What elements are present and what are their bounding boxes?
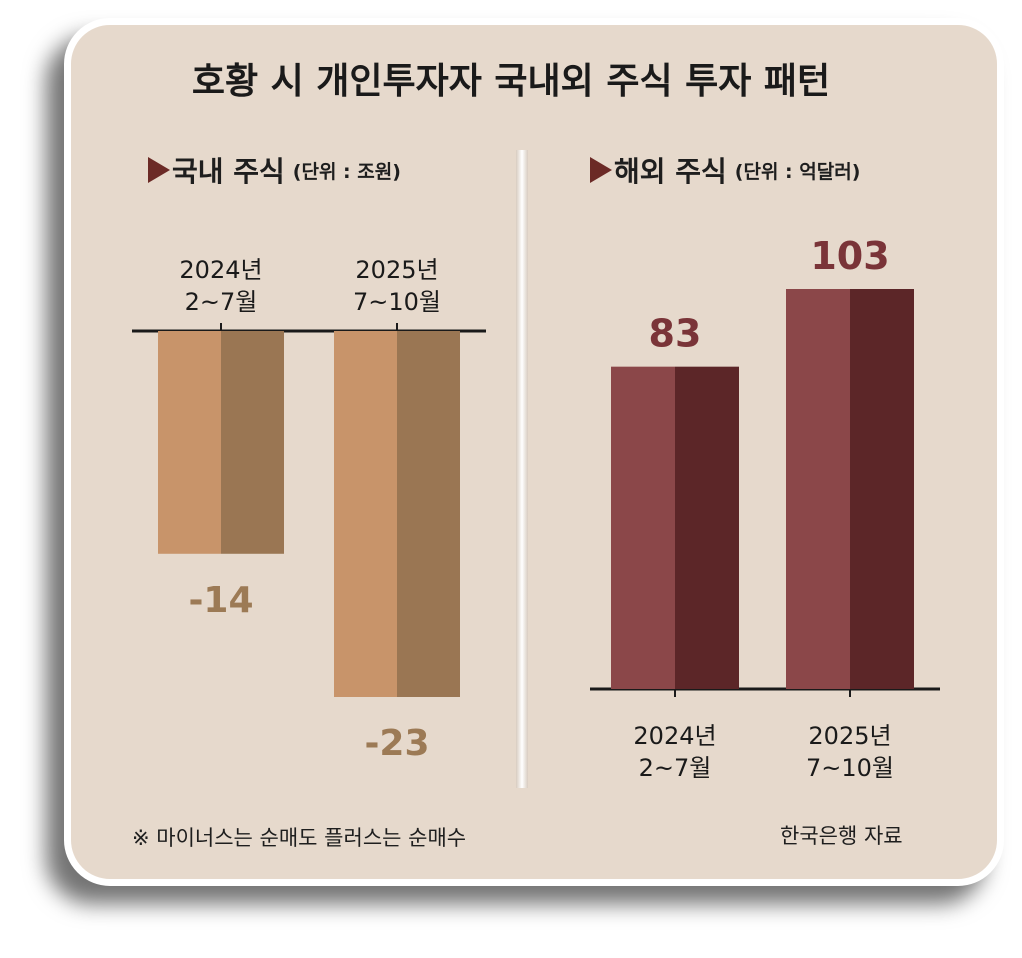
overseas-bar-1-side — [850, 289, 914, 689]
triangle-bullet-icon — [148, 157, 170, 183]
overseas-section-title: 해외 주식 — [614, 155, 727, 188]
domestic-category-label-1-line2: 7~10월 — [353, 288, 441, 316]
overseas-category-label-1-line2: 7~10월 — [806, 754, 894, 782]
overseas-section-header: 해외 주식 (단위 : 억달러) — [590, 150, 860, 190]
overseas-category-label-1-line1: 2025년 — [808, 722, 891, 750]
footnote: ※ 마이너스는 순매도 플러스는 순매수 — [132, 826, 467, 850]
domestic-section-title: 국내 주식 — [172, 155, 285, 188]
domestic-data-label-0: -14 — [188, 580, 253, 621]
overseas-data-label-1: 103 — [810, 234, 889, 278]
domestic-unit-label: (단위 : 조원) — [292, 160, 401, 183]
domestic-data-label-1: -23 — [364, 723, 429, 764]
domestic-bar-1-side — [397, 331, 460, 697]
domestic-section-header: 국내 주식 (단위 : 조원) — [148, 150, 401, 190]
domestic-category-label-1-line1: 2025년 — [355, 256, 438, 284]
domestic-bar-0-front — [158, 331, 221, 554]
section-divider — [516, 150, 528, 788]
domestic-bar-1-front — [334, 331, 397, 697]
domestic-bar-0-side — [221, 331, 284, 554]
overseas-bar-0-side — [675, 366, 739, 689]
domestic-category-label-0-line2: 2~7월 — [185, 288, 258, 316]
chart-title: 호황 시 개인투자자 국내외 주식 투자 패턴 — [191, 61, 831, 102]
overseas-bar-1-front — [786, 289, 850, 689]
overseas-data-label-0: 83 — [649, 312, 702, 356]
domestic-category-label-0-line1: 2024년 — [179, 256, 262, 284]
overseas-category-label-0-line2: 2~7월 — [639, 754, 712, 782]
overseas-unit-label: (단위 : 억달러) — [734, 160, 861, 183]
triangle-bullet-icon — [590, 157, 612, 183]
overseas-bar-0-front — [611, 366, 675, 689]
overseas-category-label-0-line1: 2024년 — [633, 722, 716, 750]
source-note: 한국은행 자료 — [780, 824, 903, 848]
